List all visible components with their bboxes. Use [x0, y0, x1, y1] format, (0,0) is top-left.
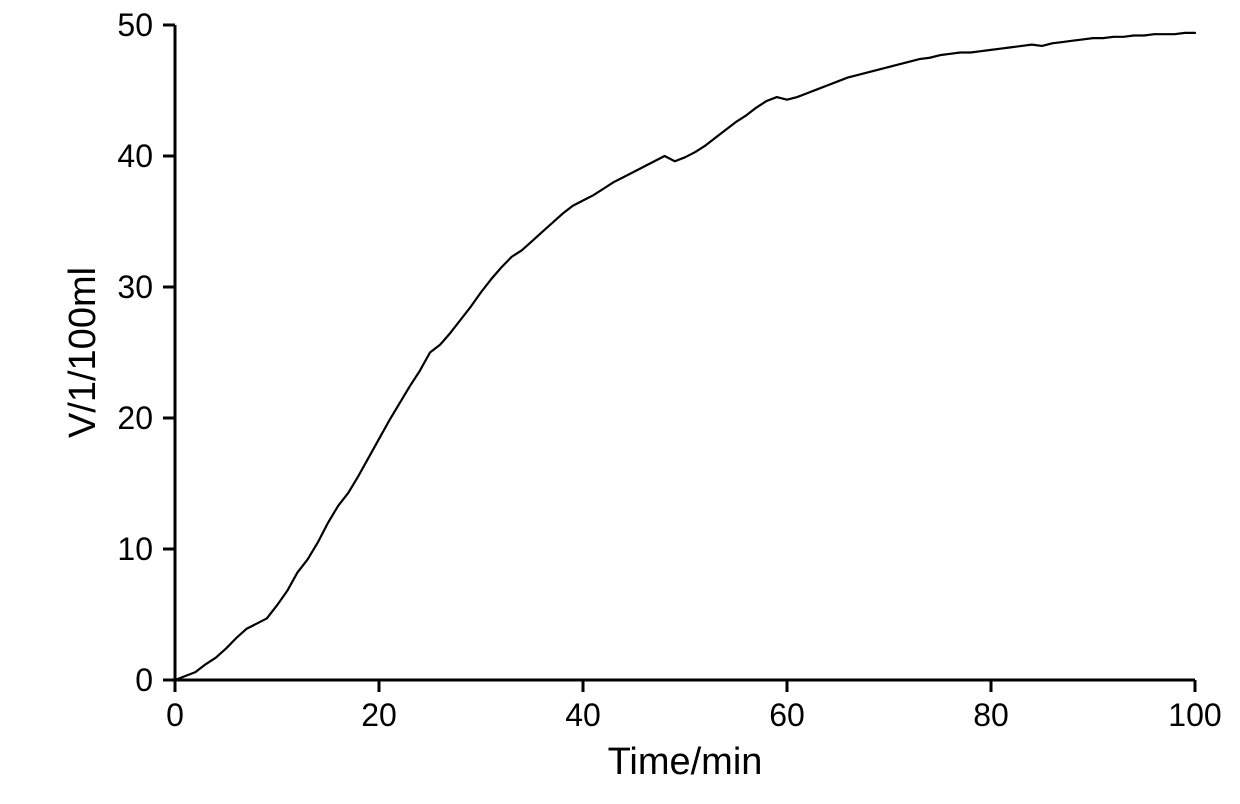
y-tick-label: 10: [117, 531, 153, 567]
x-tick-label: 0: [166, 697, 184, 733]
x-tick-label: 80: [973, 697, 1009, 733]
x-tick-label: 60: [769, 697, 805, 733]
chart-container: 0 20 40 60 80 100 0 10 20 30 40 50 Time/min V/1/100ml: [0, 0, 1240, 804]
y-tick-label: 0: [135, 662, 153, 698]
y-tick-label: 30: [117, 269, 153, 305]
data-series-line: [175, 33, 1195, 680]
y-tick-label: 40: [117, 138, 153, 174]
y-tick-label: 20: [117, 400, 153, 436]
x-axis-label: Time/min: [608, 741, 763, 783]
x-tick-label: 100: [1168, 697, 1221, 733]
y-axis-label: V/1/100ml: [62, 267, 104, 438]
line-chart: 0 20 40 60 80 100 0 10 20 30 40 50 Time/min V/1/100ml: [0, 0, 1240, 804]
x-tick-label: 20: [361, 697, 397, 733]
x-tick-label: 40: [565, 697, 601, 733]
axes: [175, 25, 1195, 680]
y-tick-label: 50: [117, 7, 153, 43]
